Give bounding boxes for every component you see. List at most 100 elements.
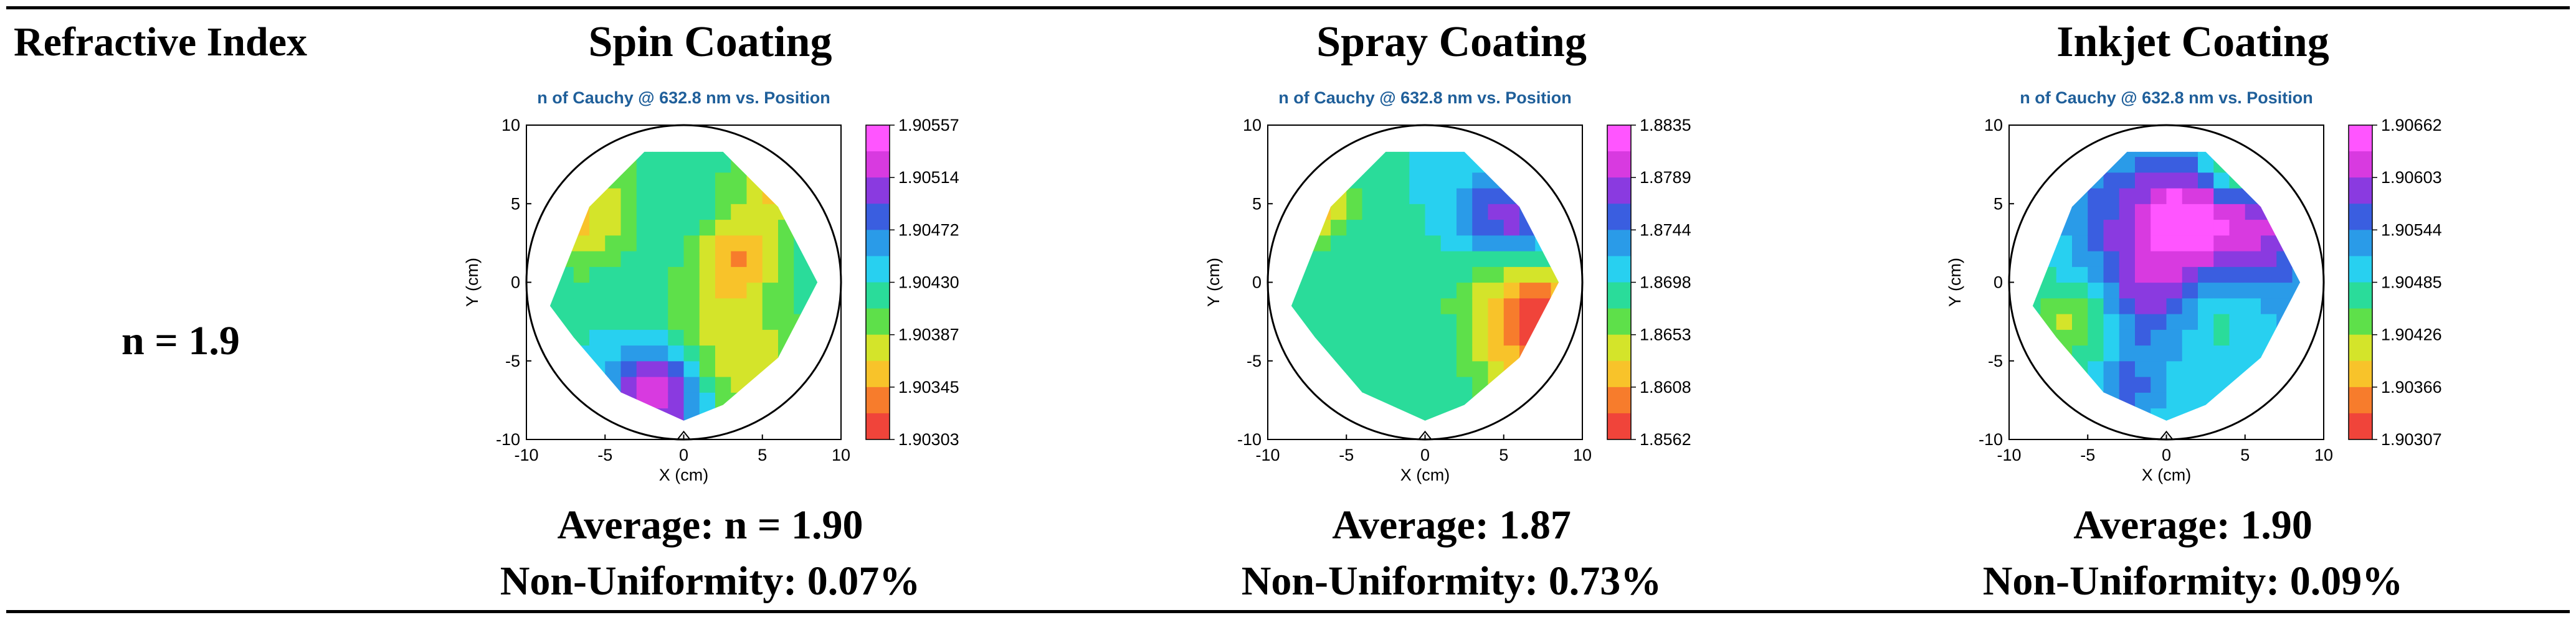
colorbar-band: [1607, 360, 1631, 388]
y-tick-label: 5: [511, 194, 520, 213]
colorbar-band: [1607, 256, 1631, 283]
colorbar-label: 1.90514: [898, 168, 959, 187]
colorbar-label: 1.90430: [898, 273, 959, 292]
colorbar-label: 1.8835: [1640, 116, 1691, 134]
colorbar-band: [2349, 151, 2372, 178]
colorbar-band: [866, 204, 890, 230]
non-uniformity-value: Non-Uniformity: 0.09%: [1982, 558, 2403, 604]
colorbar-label: 1.90387: [898, 326, 959, 344]
x-tick-label: -5: [597, 446, 612, 464]
table-bottom-rule: [6, 610, 2570, 613]
x-tick-label: 10: [2314, 446, 2333, 464]
non-uniformity-value: Non-Uniformity: 0.73%: [1241, 558, 1662, 604]
column-title: Inkjet Coating: [2056, 18, 2329, 66]
x-tick-label: 0: [2162, 446, 2171, 464]
colorbar-band: [866, 387, 890, 414]
y-tick-label: -10: [496, 430, 520, 449]
colorbar-label: 1.90544: [2381, 220, 2442, 239]
average-value: Average: 1.87: [1332, 502, 1571, 548]
non-uniformity-value: Non-Uniformity: 0.07%: [500, 558, 921, 604]
y-axis-label: Y (cm): [463, 258, 482, 307]
colorbar-band: [1607, 177, 1631, 204]
colorbar-label: 1.8653: [1640, 326, 1691, 344]
colorbar-band: [2349, 413, 2372, 440]
x-tick-label: -5: [1339, 446, 1354, 464]
contour-plot-inkjet: n of Cauchy @ 632.8 nm vs. Position -10-1…: [1946, 88, 2442, 484]
y-tick-label: 0: [511, 273, 520, 292]
contour-fill: [549, 151, 818, 421]
colorbar-label: 1.8789: [1640, 168, 1691, 187]
colorbar-label: 1.90557: [898, 116, 959, 134]
colorbar-band: [2349, 256, 2372, 283]
colorbar-band: [2349, 387, 2372, 414]
colorbar-band: [2349, 177, 2372, 204]
x-tick-label: 5: [2240, 446, 2250, 464]
colorbar-band: [1607, 125, 1631, 152]
colorbar-band: [1607, 308, 1631, 336]
colorbar-band: [866, 282, 890, 309]
contour-plot-spin: n of Cauchy @ 632.8 nm vs. Position -10-1…: [463, 88, 959, 484]
colorbar-label: 1.90345: [898, 378, 959, 397]
y-tick-label: 10: [501, 116, 520, 134]
column-title: Spray Coating: [1316, 18, 1587, 66]
colorbar-label: 1.90485: [2381, 273, 2442, 292]
row-header-refractive-index: Refractive Index: [14, 19, 308, 65]
x-tick-label: -10: [514, 446, 538, 464]
colorbar-band: [2349, 334, 2372, 362]
colorbar-band: [866, 230, 890, 256]
colorbar-band: [2349, 204, 2372, 230]
colorbar-band: [1607, 204, 1631, 230]
colorbar-label: 1.8562: [1640, 430, 1691, 449]
x-tick-label: 10: [1573, 446, 1592, 464]
plot-title: n of Cauchy @ 632.8 nm vs. Position: [537, 88, 830, 107]
y-tick-label: 0: [1994, 273, 2003, 292]
colorbar-label: 1.90426: [2381, 326, 2442, 344]
wafer-notch: [677, 430, 691, 440]
plot-title: n of Cauchy @ 632.8 nm vs. Position: [1278, 88, 1571, 107]
y-tick-label: -10: [1237, 430, 1262, 449]
colorbar-band: [2349, 125, 2372, 152]
colorbar-band: [866, 151, 890, 178]
x-axis-label: X (cm): [659, 466, 708, 484]
y-axis-label: Y (cm): [1946, 258, 1964, 307]
colorbar-label: 1.90472: [898, 220, 959, 239]
colorbar-band: [1607, 230, 1631, 256]
colorbar-band: [866, 334, 890, 362]
y-tick-label: 10: [1243, 116, 1262, 134]
x-tick-label: 10: [832, 446, 850, 464]
y-tick-label: 10: [1984, 116, 2003, 134]
colorbar-band: [866, 413, 890, 440]
colorbar-label: 1.90303: [898, 430, 959, 449]
colorbar-band: [1607, 151, 1631, 178]
colorbar-band: [866, 256, 890, 283]
x-tick-label: 0: [1420, 446, 1430, 464]
table-top-rule: [6, 6, 2570, 9]
colorbar-band: [2349, 360, 2372, 388]
colorbar-band: [1607, 334, 1631, 362]
contour-plot-spray: n of Cauchy @ 632.8 nm vs. Position -10-1…: [1204, 88, 1691, 484]
colorbar-band: [1607, 413, 1631, 440]
wafer-notch: [2159, 430, 2174, 440]
colorbar-label: 1.8698: [1640, 273, 1691, 292]
colorbar-band: [866, 125, 890, 152]
colorbar-label: 1.90307: [2381, 430, 2442, 449]
average-value: Average: n = 1.90: [557, 502, 863, 548]
y-tick-label: 5: [1252, 194, 1262, 213]
y-tick-label: -5: [1988, 352, 2003, 370]
x-tick-label: 0: [679, 446, 688, 464]
x-tick-label: -10: [1997, 446, 2021, 464]
colorbar-label: 1.90366: [2381, 378, 2442, 397]
colorbar-label: 1.90603: [2381, 168, 2442, 187]
row-value-n: n = 1.9: [121, 318, 240, 364]
y-tick-label: -5: [1247, 352, 1262, 370]
x-axis-label: X (cm): [2142, 466, 2191, 484]
column-title: Spin Coating: [588, 18, 832, 66]
x-tick-label: -5: [2080, 446, 2095, 464]
average-value: Average: 1.90: [2073, 502, 2312, 548]
colorbar-band: [866, 308, 890, 336]
x-tick-label: 5: [1499, 446, 1508, 464]
colorbar-label: 1.90662: [2381, 116, 2442, 134]
colorbar-band: [1607, 387, 1631, 414]
y-tick-label: 5: [1994, 194, 2003, 213]
colorbar-band: [1607, 282, 1631, 309]
